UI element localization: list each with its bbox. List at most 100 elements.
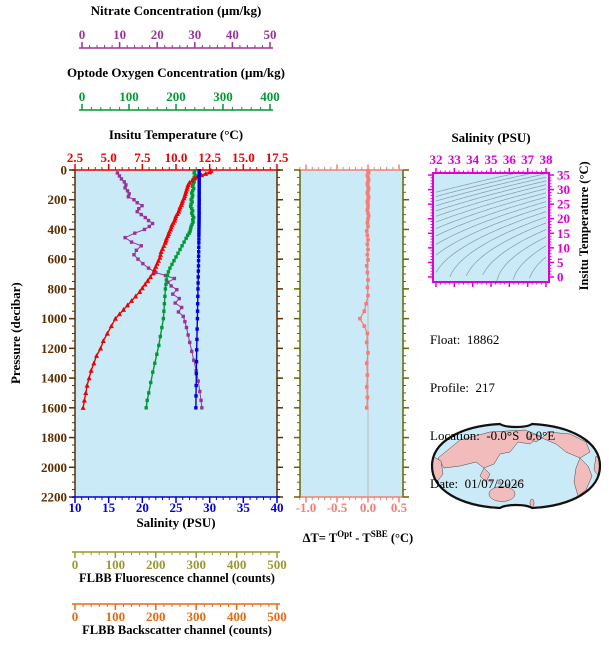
tick-label: 1200 <box>41 341 67 356</box>
fluorescence-axis-title: FLBB Fluorescence channel (counts) <box>79 571 275 585</box>
tick-label: 300 <box>213 89 233 104</box>
tick-label: 37 <box>521 152 535 167</box>
tick-label: 10.0 <box>165 150 188 165</box>
float-info-row: Date: 01/07/2026 <box>430 476 555 492</box>
tick-label: 15 <box>102 500 116 515</box>
tick-label: 0 <box>72 557 79 572</box>
tick-label: 36 <box>503 152 517 167</box>
profile-label: Profile: <box>430 380 469 395</box>
delta-side-axis <box>294 169 301 498</box>
backscatter-axis-title: FLBB Backscatter channel (counts) <box>82 623 272 637</box>
salinity-profile <box>194 169 201 410</box>
delta-panel <box>300 170 403 497</box>
delta-t-label-post: (°C) <box>387 530 414 545</box>
tick-label: 1400 <box>41 371 67 386</box>
salinity-axis-title: Salinity (PSU) <box>136 515 216 530</box>
float-info-block: Float: 18862 Profile: 217 Location: -0.0… <box>430 300 555 524</box>
tick-label: 35 <box>557 168 571 183</box>
tick-label: 10 <box>557 240 570 255</box>
tick-label: 800 <box>48 281 68 296</box>
tick-label: 300 <box>186 557 206 572</box>
tick-label: 5 <box>557 255 564 270</box>
tick-label: 2.5 <box>67 150 84 165</box>
pressure-axis: 0 200 400 600 800 1000 1200 1400 1600 1800 2000 220… <box>41 163 76 505</box>
tick-label: 15 <box>557 226 571 241</box>
tick-label: 2200 <box>41 490 67 505</box>
tick-label: 15.0 <box>232 150 255 165</box>
float-label: Float: <box>430 332 461 347</box>
tick-label: 400 <box>48 222 68 237</box>
tick-label: 2000 <box>41 460 67 475</box>
date-label: Date: <box>430 476 459 491</box>
float-info-row: Float: 18862 <box>430 332 555 348</box>
tick-label: 20 <box>557 211 570 226</box>
tick-label: 0 <box>79 89 86 104</box>
tick-label: 200 <box>48 192 68 207</box>
tick-label: 0.0 <box>360 500 376 515</box>
tick-label: 400 <box>227 557 247 572</box>
tick-label: -1.0 <box>296 500 317 515</box>
oxygen-ruler: 0 100 200 300 400 <box>79 89 280 111</box>
tick-label: 400 <box>260 89 280 104</box>
tick-label: 500 <box>267 557 287 572</box>
tick-label: 0 <box>557 270 564 285</box>
tick-label: 25 <box>170 500 184 515</box>
tick-label: 0 <box>61 163 68 178</box>
nitrate-ruler: 0 10 20 30 40 50 <box>79 27 277 49</box>
nitrate-profile <box>115 171 204 410</box>
tick-label: 0 <box>79 27 86 42</box>
pressure-axis-label: Pressure (decibar) <box>7 282 23 385</box>
profile-value: 217 <box>475 380 496 395</box>
tick-label: 400 <box>227 609 247 624</box>
temperature-axis-title: Insitu Temperature (°C) <box>108 127 244 142</box>
pressure-axis-right <box>276 169 283 498</box>
delta-t-label-mid: - T <box>352 530 371 545</box>
tick-label: 35 <box>485 152 499 167</box>
date-value: 01/07/2026 <box>464 476 524 491</box>
float-value: 18862 <box>466 332 500 347</box>
temperature-profile <box>80 168 214 410</box>
tick-label: 1800 <box>41 430 67 445</box>
tick-label: 500 <box>267 609 287 624</box>
tick-label: 5.0 <box>101 150 117 165</box>
delta-t-axis-label: ΔT= TOpt - TSBE (°C) <box>288 516 416 559</box>
tick-label: 30 <box>203 500 216 515</box>
isopycnal-contours <box>435 174 547 281</box>
tick-label: 100 <box>106 609 126 624</box>
tick-label: 33 <box>448 152 462 167</box>
location-value: -0.0°S 0.0°E <box>486 428 556 443</box>
tick-label: 12.5 <box>198 150 221 165</box>
backscatter-ruler: 0 100 200 300 400 500 <box>72 603 287 624</box>
tick-label: 38 <box>540 152 554 167</box>
tick-label: 35 <box>237 500 251 515</box>
delta-t-profile <box>358 168 371 410</box>
tick-label: 300 <box>186 609 206 624</box>
tick-label: 1600 <box>41 400 67 415</box>
delta-bottom-axis: -1.0 -0.5 0.0 0.5 <box>296 496 408 515</box>
tick-label: 17.5 <box>266 150 289 165</box>
tick-label: 10 <box>113 27 126 42</box>
tick-label: 100 <box>106 557 126 572</box>
salinity-axis: 10 15 20 25 30 35 40 <box>69 496 284 515</box>
delta-top-axis <box>299 164 403 171</box>
world-map-icon <box>430 422 602 510</box>
delta-t-label-sup-sbe: SBE <box>370 528 388 539</box>
oxygen-axis-title: Optode Oxygen Concentration (µm/kg) <box>66 65 285 80</box>
tick-label: 25 <box>557 197 571 212</box>
tick-label: 0 <box>72 609 79 624</box>
tick-label: 40 <box>271 500 284 515</box>
tick-label: -0.5 <box>327 500 348 515</box>
location-label: Location: <box>430 428 480 443</box>
tick-label: 200 <box>146 557 166 572</box>
tick-label: 30 <box>557 182 570 197</box>
delta-t-label-sup-opt: Opt <box>337 528 353 539</box>
nitrate-axis-title: Nitrate Concentration (µm/kg) <box>90 3 262 18</box>
tick-label: 50 <box>264 27 277 42</box>
ts-diagram <box>432 172 550 283</box>
float-info-row: Profile: 217 <box>430 380 555 396</box>
temperature-axis: 2.5 5.0 7.5 10.0 12.5 15.0 17.5 <box>67 150 289 171</box>
fluorescence-ruler: 0 100 200 300 400 500 <box>72 551 287 572</box>
